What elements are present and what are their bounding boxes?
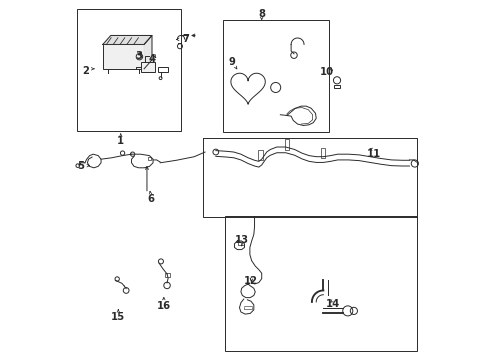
Bar [147, 157, 150, 160]
Text: 8: 8 [258, 9, 264, 19]
Text: 9: 9 [228, 57, 235, 67]
Text: 2: 2 [82, 66, 89, 76]
Bar [164, 273, 169, 277]
Bar [223, 21, 328, 132]
Bar [102, 44, 144, 69]
Text: 1: 1 [117, 136, 124, 146]
Text: 11: 11 [366, 149, 381, 159]
Bar [258, 150, 262, 160]
Bar [224, 216, 416, 351]
Bar [77, 9, 180, 131]
Bar [333, 85, 339, 88]
Polygon shape [144, 36, 152, 69]
Text: 16: 16 [157, 301, 170, 311]
Text: 10: 10 [319, 67, 333, 77]
Polygon shape [102, 36, 152, 44]
Text: 14: 14 [325, 299, 340, 309]
Bar [158, 67, 168, 72]
Bar [140, 62, 155, 72]
Text: 12: 12 [244, 276, 258, 286]
Text: 15: 15 [111, 312, 125, 322]
Text: 3: 3 [135, 51, 142, 61]
Text: 7: 7 [182, 35, 188, 44]
Text: 5: 5 [77, 161, 83, 171]
Bar [320, 148, 324, 158]
Bar [284, 139, 288, 149]
Text: 13: 13 [234, 235, 248, 245]
Text: 6: 6 [147, 194, 154, 204]
Text: 4: 4 [148, 54, 156, 64]
